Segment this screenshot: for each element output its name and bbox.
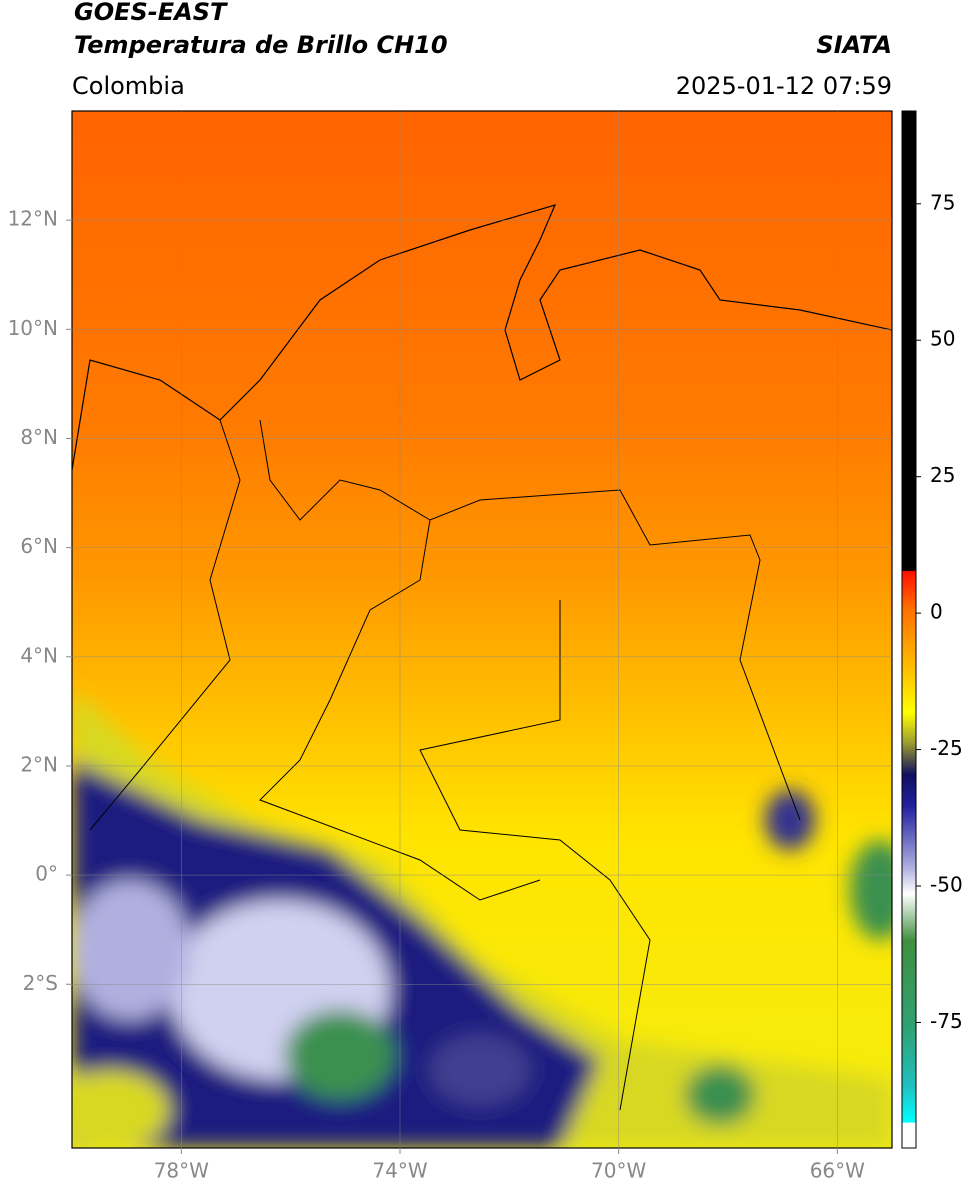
- datetime: 2025-01-12 07:59: [676, 72, 892, 100]
- colorbar-tick-label: -50: [930, 873, 963, 897]
- y-tick-label: 10°N: [8, 316, 58, 340]
- x-tick-label: 70°W: [591, 1159, 646, 1183]
- product: Temperatura de Brillo CH10: [74, 31, 448, 59]
- x-tick-label: 66°W: [810, 1159, 865, 1183]
- y-tick-label: 4°N: [20, 643, 58, 667]
- region: Colombia: [72, 72, 185, 100]
- y-tick-label: 6°N: [20, 534, 58, 558]
- map-image: [72, 111, 892, 1148]
- colorbar-tick-label: 25: [930, 463, 955, 487]
- x-tick-label: 74°W: [372, 1159, 427, 1183]
- y-tick-label: 2°S: [23, 971, 58, 995]
- colorbar-tick-label: -25: [930, 736, 963, 760]
- colorbar-tick-label: 50: [930, 327, 955, 351]
- satellite: GOES-EAST: [74, 0, 228, 26]
- y-tick-label: 8°N: [20, 425, 58, 449]
- colorbar-tick-label: -75: [930, 1009, 963, 1033]
- x-tick-label: 78°W: [154, 1159, 209, 1183]
- y-tick-label: 2°N: [20, 752, 58, 776]
- colorbar-tick-label: 75: [930, 190, 955, 214]
- colorbar: [901, 110, 917, 1149]
- map-frame: [71, 110, 893, 1149]
- y-tick-label: 12°N: [8, 207, 58, 231]
- colorbar-tick-label: 0: [930, 600, 943, 624]
- source: SIATA: [816, 31, 892, 59]
- y-tick-label: 0°: [35, 862, 58, 886]
